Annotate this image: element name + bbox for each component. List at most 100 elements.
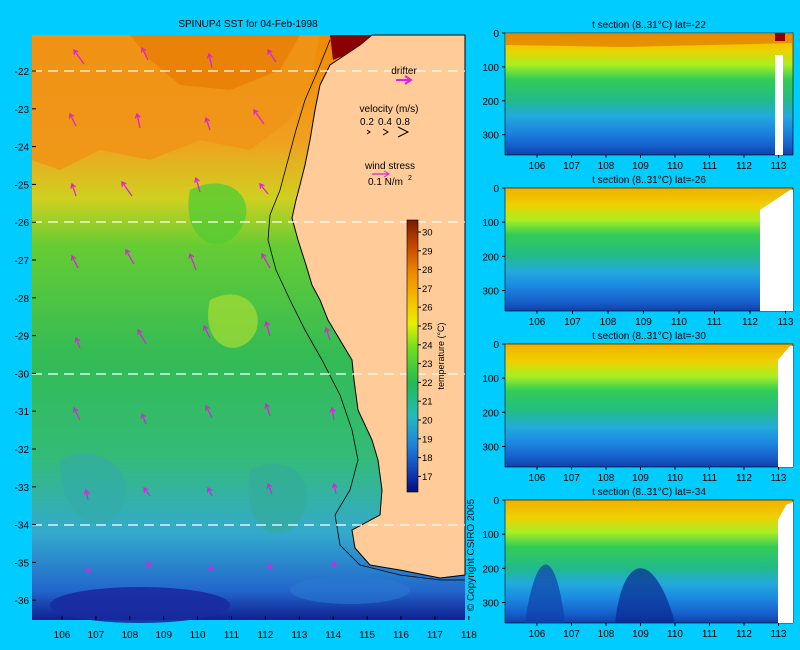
velocity-arrow-shaft xyxy=(265,321,271,337)
eddy xyxy=(60,453,126,524)
colorbar-tick-label: 19 xyxy=(422,434,433,445)
colorbar-tick-label: 18 xyxy=(422,453,433,464)
velocity-arrow xyxy=(74,336,81,349)
lat-tick-label: -26 xyxy=(15,218,30,229)
colorbar-ticks: 30 29 28 27 26 25 24 23 22 21 20 19 18 17 xyxy=(418,228,433,483)
velocity-arrow xyxy=(324,326,331,341)
lon-tick-label: 113 xyxy=(291,630,307,641)
velocity-arrow-small-icon xyxy=(366,129,371,135)
velocity-arrow-head xyxy=(137,328,143,335)
velocity-arrow-head xyxy=(204,116,211,123)
velocity-arrow-head xyxy=(68,112,75,119)
colorbar-tick-label: 30 xyxy=(422,228,433,239)
velocity-arrow-large-icon xyxy=(397,126,410,138)
section-y-tick-label: 0 xyxy=(493,29,499,40)
section-x-tick-label: 110 xyxy=(671,317,687,328)
section-x-tick-label: 108 xyxy=(598,161,615,172)
lat-tick-label: -33 xyxy=(15,483,30,494)
section-panels: t section (8..31°C) lat=-22 0 100 200 300 106… xyxy=(482,20,794,640)
section-cold-tongue xyxy=(525,564,565,623)
section-y-tick-label: 100 xyxy=(482,218,499,229)
velocity-arrow xyxy=(264,402,271,417)
section-warm-layer xyxy=(505,33,793,47)
colorbar-tick-label: 26 xyxy=(422,303,433,314)
section-field xyxy=(504,343,794,468)
lat-tick-label: -24 xyxy=(15,143,30,154)
land-mass xyxy=(291,34,466,579)
velocity-arrow-head xyxy=(125,248,131,255)
velocity-arrow-head xyxy=(261,252,267,259)
lon-tick-label: 106 xyxy=(54,630,71,641)
section-y-tick-label: 100 xyxy=(482,63,499,74)
velocity-arrow-shaft xyxy=(121,181,133,197)
velocity-arrow-head xyxy=(266,562,274,569)
section-land-mask xyxy=(775,55,783,155)
section-x-tick-label: 113 xyxy=(778,317,794,328)
velocity-arrows xyxy=(68,46,338,574)
lon-tick-label: 118 xyxy=(461,630,477,641)
velocity-arrow-head xyxy=(206,486,213,493)
section-x-tick-label: 112 xyxy=(736,161,752,172)
velocity-arrow-shaft xyxy=(208,53,213,69)
section-x-tick-label: 109 xyxy=(632,629,649,640)
velocity-arrow xyxy=(188,252,197,271)
lon-tick-label: 107 xyxy=(88,630,105,641)
velocity-arrow xyxy=(70,182,77,197)
section-land-mask xyxy=(760,190,793,311)
velocity-arrow-head xyxy=(74,336,81,343)
velocity-arrow xyxy=(72,406,81,421)
velocity-arrow-shaft xyxy=(203,325,211,339)
colorbar-tick-label: 20 xyxy=(422,416,433,427)
section-x-tick-label: 111 xyxy=(702,161,718,172)
colorbar-tick-label: 25 xyxy=(422,322,433,333)
velocity-arrow xyxy=(330,560,338,568)
section-x-tick-label: 112 xyxy=(736,629,752,640)
velocity-arrow-head xyxy=(266,482,273,489)
wind-arrow-head-icon xyxy=(383,170,390,178)
lon-tick-label: 116 xyxy=(393,630,409,641)
velocity-arrow-head xyxy=(140,412,147,419)
velocity-arrow xyxy=(140,46,149,61)
lat-tick-label: -35 xyxy=(15,558,30,569)
velocity-arrow xyxy=(125,248,135,265)
drifter-label: drifter xyxy=(391,66,417,77)
section-x-tick-label: 109 xyxy=(635,317,652,328)
wind-stress-value: 0.1 N/m xyxy=(368,177,403,188)
velocity-arrow-shaft xyxy=(261,253,271,269)
lon-tick-label: 112 xyxy=(257,630,273,641)
velocity-arrow-head xyxy=(330,560,338,567)
velocity-arrow-head xyxy=(194,176,200,183)
section-y-tick-label: 300 xyxy=(482,443,499,454)
lon-tick-label: 111 xyxy=(224,630,240,641)
map-title: SPINUP4 SST for 04-Feb-1998 xyxy=(178,19,318,30)
velocity-arrow-shaft xyxy=(207,487,213,497)
velocity-arrow-head xyxy=(329,406,336,413)
lon-tick-label: 108 xyxy=(121,630,138,641)
section-lines xyxy=(32,70,465,526)
colorbar-tick-label: 27 xyxy=(422,284,433,295)
section-x-tick-label: 113 xyxy=(771,629,787,640)
velocity-arrow xyxy=(84,566,92,574)
velocity-arrow xyxy=(208,564,215,573)
velocity-arrow-head xyxy=(121,181,127,187)
section-hot-spot xyxy=(775,33,785,41)
wind-stress-exponent: 2 xyxy=(408,175,412,182)
section-y-tick-label: 300 xyxy=(482,287,499,298)
section-x-tick-label: 107 xyxy=(564,317,581,328)
lon-tick-label: 110 xyxy=(190,630,206,641)
velocity-arrow xyxy=(145,560,152,571)
colorbar-label: temperature (°C) xyxy=(436,322,446,389)
velocity-scale-1: 0.2 xyxy=(360,117,374,128)
velocity-scale-2: 0.4 xyxy=(378,117,392,128)
lat-tick-label: -25 xyxy=(15,180,30,191)
section-x-tick-label: 106 xyxy=(529,629,546,640)
velocity-label: velocity (m/s) xyxy=(360,104,419,115)
velocity-arrow xyxy=(137,328,147,345)
shelf-contour xyxy=(267,39,465,581)
velocity-arrow-medium-icon xyxy=(382,128,389,136)
section-field xyxy=(504,187,794,312)
velocity-arrow xyxy=(121,181,133,197)
section-panel-4: t section (8..31°C) lat=-34 0 100 200 300 106… xyxy=(482,487,794,640)
velocity-arrow-shaft xyxy=(205,117,211,131)
